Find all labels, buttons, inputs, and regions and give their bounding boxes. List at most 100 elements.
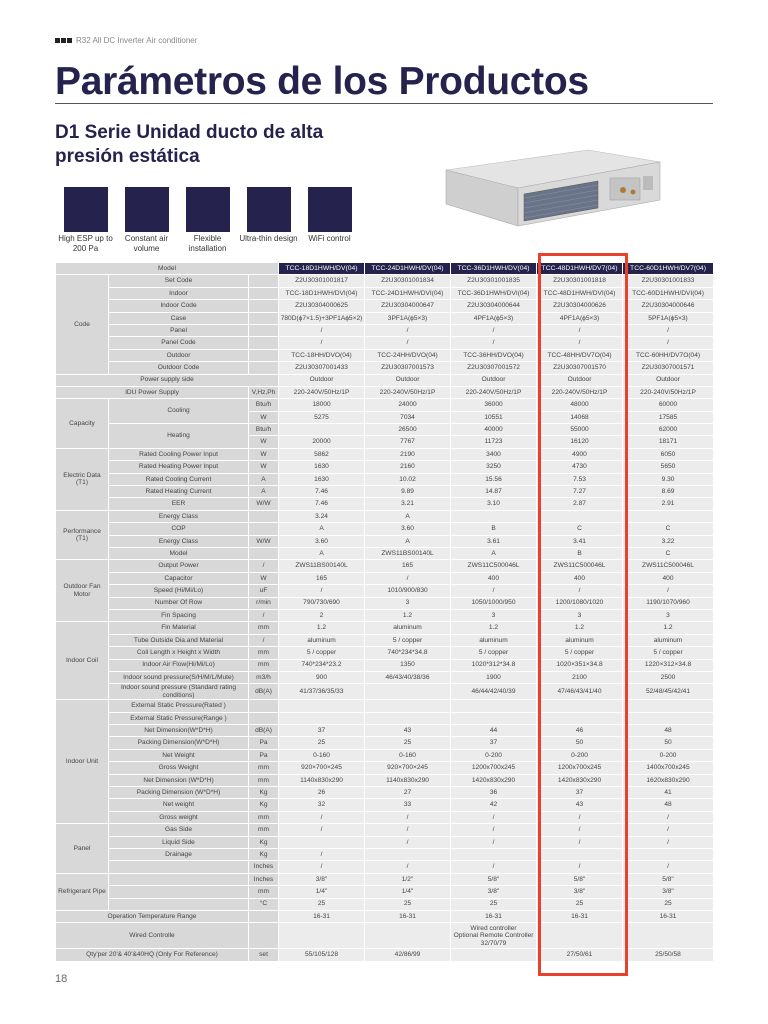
kicker-squares-icon bbox=[55, 36, 73, 45]
group-label: Refrigerant Pipe bbox=[55, 872, 109, 911]
feature-label: Ultra-thin design bbox=[239, 234, 298, 243]
table-row: Case 780D(ϕ7×1.5)+3PF1Aϕ5×2) 3PF1A(ϕ5×3) 4P… bbox=[56, 311, 715, 325]
value-cell: 5862 bbox=[278, 447, 366, 462]
unit-cell: / bbox=[247, 559, 280, 573]
value-cell: A bbox=[278, 546, 366, 561]
row-label: Net weight bbox=[108, 798, 249, 812]
value-cell: 40000 bbox=[450, 423, 538, 437]
value-cell: 4730 bbox=[536, 460, 624, 474]
unit-cell bbox=[247, 699, 280, 713]
value-cell: Z2U30304000646 bbox=[622, 299, 715, 313]
table-row: Rated Heating Current A 7.46 9.89 14.87 7.27 8… bbox=[56, 485, 715, 499]
value-cell: TCC-18HH/DVO(04) bbox=[278, 348, 366, 363]
table-row: COP A 3.60 B C C bbox=[56, 522, 715, 536]
value-cell: / bbox=[536, 336, 624, 350]
value-cell bbox=[450, 711, 538, 726]
value-cell: aluminum bbox=[622, 633, 715, 648]
value-cell: 10.02 bbox=[364, 472, 452, 487]
value-cell: TCC-36HH/DVO(04) bbox=[450, 348, 538, 363]
value-cell: 1200x700x245 bbox=[536, 761, 624, 775]
value-cell: 3/8" bbox=[450, 885, 538, 899]
row-label: COP bbox=[108, 522, 249, 536]
value-cell: 3 bbox=[622, 608, 715, 623]
value-cell: 26 bbox=[278, 785, 366, 800]
value-cell: Z2U30301001817 bbox=[278, 274, 366, 288]
value-cell: 1140x830x290 bbox=[364, 773, 452, 788]
table-row: Energy Class W/W 3.60 A 3.61 3.41 3.22 bbox=[56, 534, 715, 549]
unit-cell bbox=[247, 922, 280, 950]
unit-cell: mm bbox=[247, 658, 280, 672]
value-cell: 20000 bbox=[278, 435, 366, 449]
value-cell bbox=[364, 699, 452, 713]
table-row: Coil Length x Height x Width mm 5 / copper… bbox=[56, 646, 715, 660]
kicker-text: R32 All DC Inverter Air conditioner bbox=[76, 36, 198, 45]
value-cell: 4PF1A(ϕ5×3) bbox=[536, 311, 624, 325]
value-cell: 2100 bbox=[536, 670, 624, 685]
table-row: External Static Pressure(Range ) bbox=[56, 711, 715, 726]
value-cell: A bbox=[364, 534, 452, 549]
value-cell: / bbox=[450, 823, 538, 837]
value-cell: 740*234*34.8 bbox=[364, 646, 452, 660]
value-cell: / bbox=[364, 835, 452, 849]
header-kicker: R32 All DC Inverter Air conditioner bbox=[55, 36, 197, 45]
value-cell: 25 bbox=[364, 897, 452, 911]
table-row: Net weight Kg 32 33 42 43 48 bbox=[56, 798, 715, 812]
row-label: Output Power bbox=[108, 559, 249, 573]
unit-cell: uF bbox=[247, 584, 280, 598]
value-cell: Z2U30304000644 bbox=[450, 299, 538, 313]
value-cell: / bbox=[278, 810, 366, 825]
row-label: Indoor Code bbox=[108, 299, 249, 313]
value-cell: / bbox=[364, 810, 452, 825]
high-esp-icon bbox=[63, 187, 108, 232]
value-cell: 41 bbox=[622, 785, 715, 800]
model-header: TCC-24D1HWH/DV(04) bbox=[364, 261, 452, 276]
value-cell: / bbox=[536, 584, 624, 598]
value-cell: 55/105/128 bbox=[278, 948, 366, 962]
value-cell: 9.89 bbox=[364, 485, 452, 499]
value-cell: 37 bbox=[450, 736, 538, 750]
value-cell bbox=[622, 922, 715, 950]
value-cell: 4PF1A(ϕ5×3) bbox=[450, 311, 538, 325]
unit-cell: W/W bbox=[247, 534, 280, 549]
table-row: Capacitor W 165/400 400 400 bbox=[56, 571, 715, 586]
value-cell: 7.53 bbox=[536, 472, 624, 487]
value-cell: 50 bbox=[536, 736, 624, 750]
value-cell: 5/8" bbox=[536, 872, 624, 887]
value-cell: 1420x830x290 bbox=[536, 773, 624, 788]
value-cell: Outdoor bbox=[450, 373, 538, 387]
row-label: Gas Side bbox=[108, 823, 249, 837]
row-label: Capacitor bbox=[108, 571, 249, 586]
value-cell: / bbox=[536, 835, 624, 849]
value-cell: 27 bbox=[364, 785, 452, 800]
unit-cell bbox=[247, 361, 280, 375]
value-cell: 1050/1000/950 bbox=[450, 596, 538, 610]
wifi-icon bbox=[307, 187, 352, 232]
row-label: Drainage bbox=[108, 847, 249, 862]
unit-cell: / bbox=[247, 608, 280, 623]
group-label: Outdoor Fan Motor bbox=[55, 559, 109, 623]
table-row: Code Set Code Z2U30301001817 Z2U30301001834… bbox=[55, 274, 715, 375]
value-cell: 2 bbox=[278, 608, 366, 623]
value-cell: 3.60 bbox=[364, 522, 452, 536]
feature-label: Constant air volume bbox=[124, 234, 169, 253]
row-label: Model bbox=[108, 546, 249, 561]
value-cell: 1010/900/830 bbox=[364, 584, 452, 598]
value-cell: 48 bbox=[622, 724, 715, 738]
value-cell: 26500 bbox=[364, 423, 452, 437]
value-cell: 900 bbox=[278, 670, 366, 685]
table-row: Rated Cooling Current A 1630 10.02 15.56 7.53… bbox=[56, 472, 715, 487]
unit-cell: r/min bbox=[247, 596, 280, 610]
row-label: Power supply side bbox=[54, 373, 280, 387]
value-cell: 25 bbox=[364, 736, 452, 750]
table-header-row: Model TCC-18D1HWH/DV(04) TCC-24D1HWH/DV(04… bbox=[54, 261, 715, 276]
value-cell: 52/48/45/42/41 bbox=[622, 683, 715, 701]
row-label: Net Dimension (W*D*H) bbox=[108, 773, 249, 788]
product-subtitle: D1 Serie Unidad ducto de alta presión es… bbox=[55, 122, 324, 167]
table-row: Number Of Row r/min 790/730/690 3 1050/1000/… bbox=[56, 596, 715, 610]
table-row: Tube Outside Dia.and Material / aluminum 5 … bbox=[56, 633, 715, 648]
value-cell: 220-240V/50Hz/1P bbox=[536, 385, 624, 400]
row-label: Rated Heating Current bbox=[108, 485, 249, 499]
value-cell: 16-31 bbox=[622, 909, 715, 924]
table-row: Wired Controlle Wired controller Optional… bbox=[55, 922, 715, 950]
row-label bbox=[108, 885, 249, 899]
